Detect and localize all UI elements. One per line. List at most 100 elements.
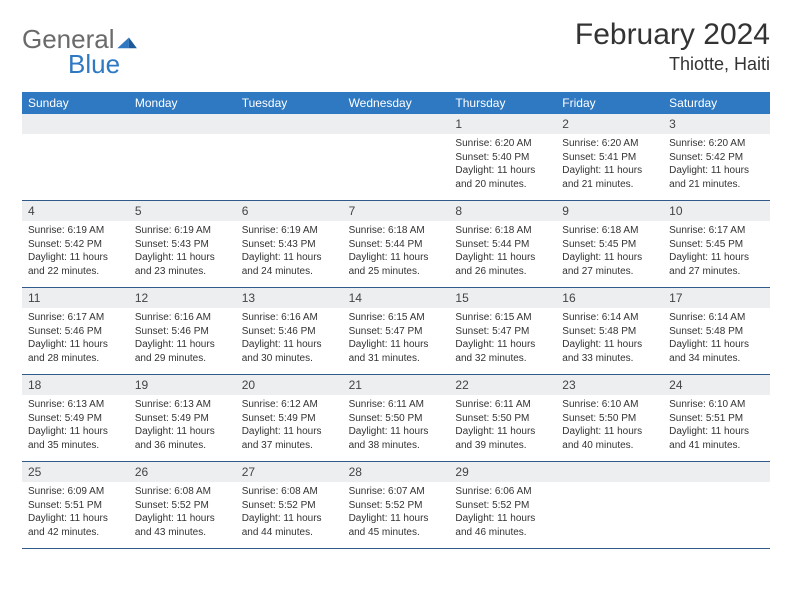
day-cell-21: 21Sunrise: 6:11 AMSunset: 5:50 PMDayligh… xyxy=(343,375,450,461)
week-row: 1Sunrise: 6:20 AMSunset: 5:40 PMDaylight… xyxy=(22,114,770,201)
location-label: Thiotte, Haiti xyxy=(575,54,770,75)
day-number: 11 xyxy=(22,288,129,308)
day-number: 27 xyxy=(236,462,343,482)
week-row: 18Sunrise: 6:13 AMSunset: 5:49 PMDayligh… xyxy=(22,375,770,462)
dow-thursday: Thursday xyxy=(449,92,556,114)
day-number: 2 xyxy=(556,114,663,134)
dow-monday: Monday xyxy=(129,92,236,114)
day-cell-15: 15Sunrise: 6:15 AMSunset: 5:47 PMDayligh… xyxy=(449,288,556,374)
day-cell-26: 26Sunrise: 6:08 AMSunset: 5:52 PMDayligh… xyxy=(129,462,236,548)
day-cell-3: 3Sunrise: 6:20 AMSunset: 5:42 PMDaylight… xyxy=(663,114,770,200)
day-cell-8: 8Sunrise: 6:18 AMSunset: 5:44 PMDaylight… xyxy=(449,201,556,287)
day-of-week-row: SundayMondayTuesdayWednesdayThursdayFrid… xyxy=(22,92,770,114)
day-number: 5 xyxy=(129,201,236,221)
day-number: 6 xyxy=(236,201,343,221)
day-data: Sunrise: 6:08 AMSunset: 5:52 PMDaylight:… xyxy=(129,482,236,545)
day-number: 18 xyxy=(22,375,129,395)
day-number: 25 xyxy=(22,462,129,482)
dow-saturday: Saturday xyxy=(663,92,770,114)
empty-cell xyxy=(129,114,236,200)
day-number: 10 xyxy=(663,201,770,221)
day-cell-19: 19Sunrise: 6:13 AMSunset: 5:49 PMDayligh… xyxy=(129,375,236,461)
dow-wednesday: Wednesday xyxy=(343,92,450,114)
day-data: Sunrise: 6:11 AMSunset: 5:50 PMDaylight:… xyxy=(343,395,450,458)
dow-sunday: Sunday xyxy=(22,92,129,114)
day-data: Sunrise: 6:13 AMSunset: 5:49 PMDaylight:… xyxy=(129,395,236,458)
day-cell-27: 27Sunrise: 6:08 AMSunset: 5:52 PMDayligh… xyxy=(236,462,343,548)
empty-cell xyxy=(343,114,450,200)
day-data: Sunrise: 6:17 AMSunset: 5:45 PMDaylight:… xyxy=(663,221,770,284)
day-data: Sunrise: 6:12 AMSunset: 5:49 PMDaylight:… xyxy=(236,395,343,458)
day-cell-11: 11Sunrise: 6:17 AMSunset: 5:46 PMDayligh… xyxy=(22,288,129,374)
brand-logo: GeneralBlue xyxy=(22,24,139,80)
day-data: Sunrise: 6:15 AMSunset: 5:47 PMDaylight:… xyxy=(449,308,556,371)
day-data: Sunrise: 6:16 AMSunset: 5:46 PMDaylight:… xyxy=(129,308,236,371)
dow-tuesday: Tuesday xyxy=(236,92,343,114)
weeks-container: 1Sunrise: 6:20 AMSunset: 5:40 PMDaylight… xyxy=(22,114,770,549)
day-number: 29 xyxy=(449,462,556,482)
day-data: Sunrise: 6:18 AMSunset: 5:44 PMDaylight:… xyxy=(449,221,556,284)
day-number: 24 xyxy=(663,375,770,395)
day-number: 17 xyxy=(663,288,770,308)
day-number: 16 xyxy=(556,288,663,308)
dow-friday: Friday xyxy=(556,92,663,114)
day-number: 15 xyxy=(449,288,556,308)
day-number: 9 xyxy=(556,201,663,221)
day-cell-1: 1Sunrise: 6:20 AMSunset: 5:40 PMDaylight… xyxy=(449,114,556,200)
month-title: February 2024 xyxy=(575,18,770,52)
day-cell-5: 5Sunrise: 6:19 AMSunset: 5:43 PMDaylight… xyxy=(129,201,236,287)
day-data: Sunrise: 6:10 AMSunset: 5:51 PMDaylight:… xyxy=(663,395,770,458)
day-number: 22 xyxy=(449,375,556,395)
day-data: Sunrise: 6:20 AMSunset: 5:42 PMDaylight:… xyxy=(663,134,770,197)
day-cell-17: 17Sunrise: 6:14 AMSunset: 5:48 PMDayligh… xyxy=(663,288,770,374)
day-data: Sunrise: 6:07 AMSunset: 5:52 PMDaylight:… xyxy=(343,482,450,545)
day-cell-10: 10Sunrise: 6:17 AMSunset: 5:45 PMDayligh… xyxy=(663,201,770,287)
day-number: 21 xyxy=(343,375,450,395)
day-data: Sunrise: 6:13 AMSunset: 5:49 PMDaylight:… xyxy=(22,395,129,458)
week-row: 25Sunrise: 6:09 AMSunset: 5:51 PMDayligh… xyxy=(22,462,770,549)
day-number: 1 xyxy=(449,114,556,134)
calendar-grid: SundayMondayTuesdayWednesdayThursdayFrid… xyxy=(22,92,770,549)
day-number: 23 xyxy=(556,375,663,395)
day-data: Sunrise: 6:08 AMSunset: 5:52 PMDaylight:… xyxy=(236,482,343,545)
day-data: Sunrise: 6:14 AMSunset: 5:48 PMDaylight:… xyxy=(663,308,770,371)
week-row: 4Sunrise: 6:19 AMSunset: 5:42 PMDaylight… xyxy=(22,201,770,288)
day-data: Sunrise: 6:18 AMSunset: 5:45 PMDaylight:… xyxy=(556,221,663,284)
day-cell-14: 14Sunrise: 6:15 AMSunset: 5:47 PMDayligh… xyxy=(343,288,450,374)
day-data: Sunrise: 6:20 AMSunset: 5:41 PMDaylight:… xyxy=(556,134,663,197)
day-cell-7: 7Sunrise: 6:18 AMSunset: 5:44 PMDaylight… xyxy=(343,201,450,287)
day-cell-12: 12Sunrise: 6:16 AMSunset: 5:46 PMDayligh… xyxy=(129,288,236,374)
day-cell-13: 13Sunrise: 6:16 AMSunset: 5:46 PMDayligh… xyxy=(236,288,343,374)
day-data: Sunrise: 6:19 AMSunset: 5:43 PMDaylight:… xyxy=(129,221,236,284)
day-number: 20 xyxy=(236,375,343,395)
day-data: Sunrise: 6:16 AMSunset: 5:46 PMDaylight:… xyxy=(236,308,343,371)
day-cell-23: 23Sunrise: 6:10 AMSunset: 5:50 PMDayligh… xyxy=(556,375,663,461)
day-cell-6: 6Sunrise: 6:19 AMSunset: 5:43 PMDaylight… xyxy=(236,201,343,287)
day-cell-22: 22Sunrise: 6:11 AMSunset: 5:50 PMDayligh… xyxy=(449,375,556,461)
empty-cell xyxy=(236,114,343,200)
day-cell-24: 24Sunrise: 6:10 AMSunset: 5:51 PMDayligh… xyxy=(663,375,770,461)
day-cell-18: 18Sunrise: 6:13 AMSunset: 5:49 PMDayligh… xyxy=(22,375,129,461)
day-data: Sunrise: 6:10 AMSunset: 5:50 PMDaylight:… xyxy=(556,395,663,458)
day-number: 14 xyxy=(343,288,450,308)
day-cell-29: 29Sunrise: 6:06 AMSunset: 5:52 PMDayligh… xyxy=(449,462,556,548)
day-data: Sunrise: 6:11 AMSunset: 5:50 PMDaylight:… xyxy=(449,395,556,458)
day-number: 4 xyxy=(22,201,129,221)
day-number: 12 xyxy=(129,288,236,308)
day-cell-16: 16Sunrise: 6:14 AMSunset: 5:48 PMDayligh… xyxy=(556,288,663,374)
empty-cell xyxy=(663,462,770,548)
day-data: Sunrise: 6:17 AMSunset: 5:46 PMDaylight:… xyxy=(22,308,129,371)
day-data: Sunrise: 6:06 AMSunset: 5:52 PMDaylight:… xyxy=(449,482,556,545)
empty-cell xyxy=(22,114,129,200)
day-number: 26 xyxy=(129,462,236,482)
day-number: 13 xyxy=(236,288,343,308)
day-data: Sunrise: 6:19 AMSunset: 5:43 PMDaylight:… xyxy=(236,221,343,284)
day-number: 3 xyxy=(663,114,770,134)
day-data: Sunrise: 6:15 AMSunset: 5:47 PMDaylight:… xyxy=(343,308,450,371)
day-cell-9: 9Sunrise: 6:18 AMSunset: 5:45 PMDaylight… xyxy=(556,201,663,287)
week-row: 11Sunrise: 6:17 AMSunset: 5:46 PMDayligh… xyxy=(22,288,770,375)
day-data: Sunrise: 6:20 AMSunset: 5:40 PMDaylight:… xyxy=(449,134,556,197)
brand-part2: Blue xyxy=(68,49,120,80)
day-number: 28 xyxy=(343,462,450,482)
calendar-page: GeneralBlue February 2024 Thiotte, Haiti… xyxy=(0,0,792,567)
